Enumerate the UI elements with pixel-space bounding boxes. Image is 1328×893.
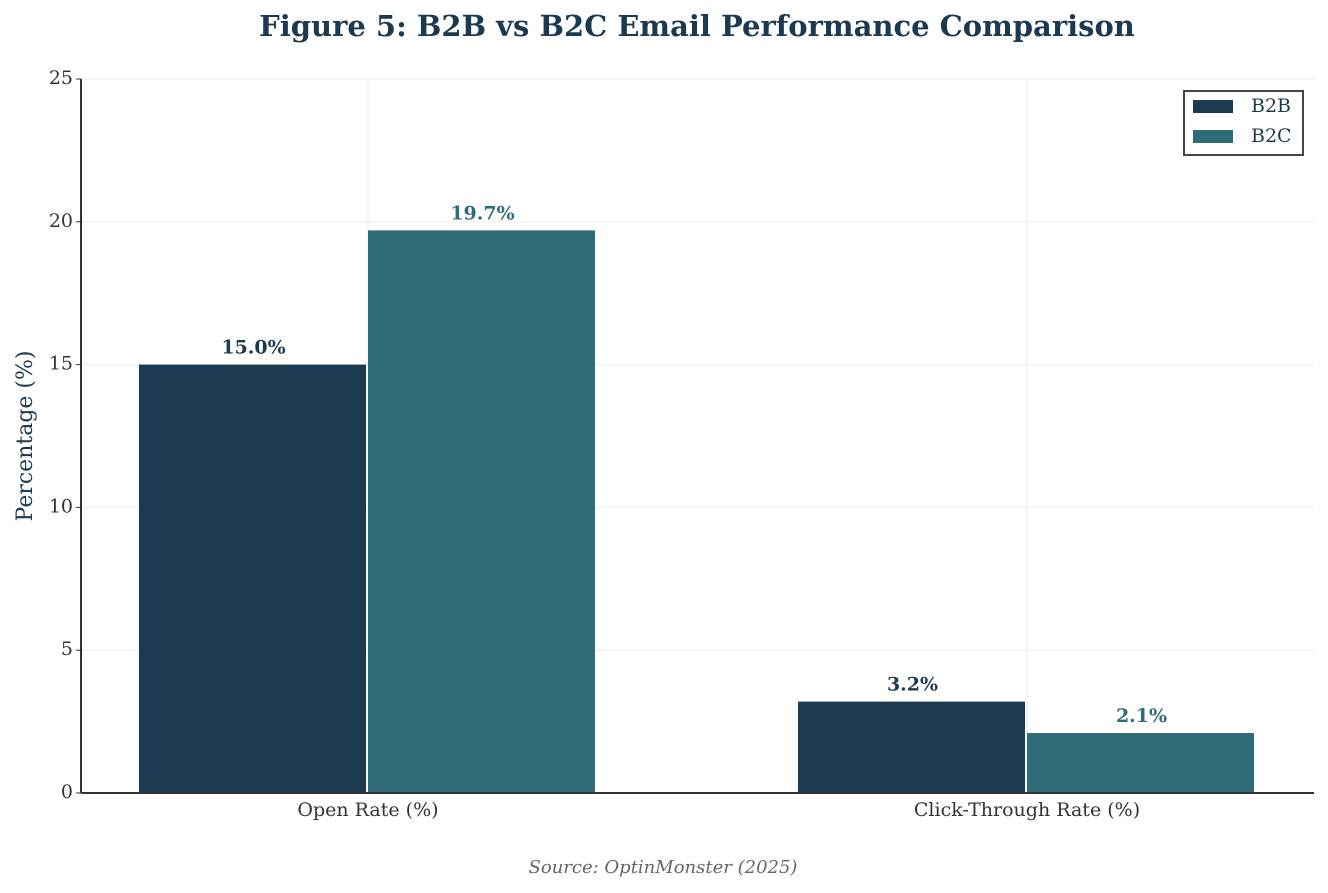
source-note: Source: OptinMonster (2025) — [529, 857, 798, 878]
bar — [139, 364, 366, 793]
y-tick-label: 25 — [49, 67, 73, 89]
x-tick-label: Click-Through Rate (%) — [914, 799, 1140, 821]
value-label: 15.0% — [221, 337, 285, 359]
bar — [1027, 733, 1254, 793]
bar — [368, 230, 595, 794]
y-axis-label: Percentage (%) — [13, 351, 38, 522]
y-tick-label: 5 — [61, 638, 73, 660]
legend-label: B2C — [1251, 125, 1292, 147]
y-tick-label: 20 — [49, 210, 73, 232]
legend-label: B2B — [1251, 95, 1291, 117]
legend-swatch — [1193, 100, 1233, 113]
bar — [798, 701, 1025, 793]
plot-area: 15.0% 3.2% 19.7% 2.1% — [139, 202, 1254, 794]
y-tick-label: 10 — [49, 495, 73, 517]
value-label: 2.1% — [1116, 705, 1167, 727]
legend-swatch — [1193, 130, 1233, 143]
y-tick-label: 15 — [49, 353, 73, 375]
value-label: 19.7% — [450, 202, 514, 224]
y-tick-label: 0 — [61, 781, 73, 803]
chart-title: Figure 5: B2B vs B2C Email Performance C… — [259, 9, 1135, 43]
value-label: 3.2% — [887, 674, 938, 696]
x-tick-label: Open Rate (%) — [297, 799, 438, 821]
